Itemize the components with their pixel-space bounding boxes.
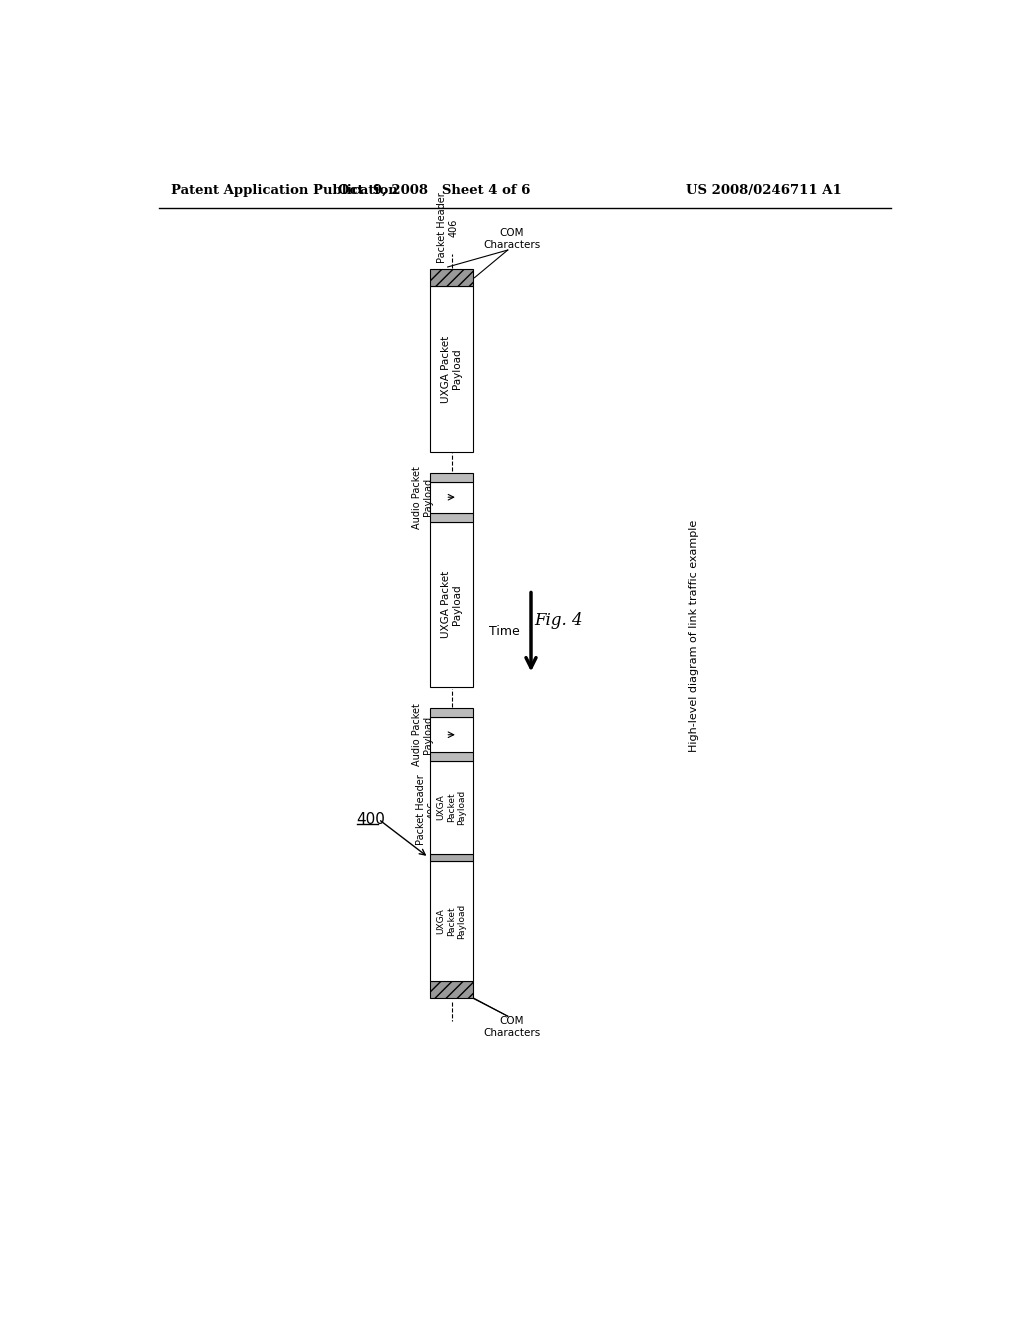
Bar [430,862,473,981]
Bar [430,286,473,451]
Text: UXGA
Packet
Payload: UXGA Packet Payload [436,789,467,825]
Text: Patent Application Publication: Patent Application Publication [171,185,397,197]
Bar [430,512,473,521]
Bar [430,854,473,862]
Bar [430,981,473,998]
Text: UXGA Packet
Payload: UXGA Packet Payload [440,335,463,403]
Text: 400: 400 [356,812,385,826]
Bar [430,718,473,752]
Bar [430,521,473,688]
Text: COM
Characters: COM Characters [483,228,541,249]
Text: Time: Time [488,626,519,639]
Text: UXGA
Packet
Payload: UXGA Packet Payload [436,903,467,939]
Text: Audio Packet
Payload: Audio Packet Payload [412,466,433,528]
Text: COM
Characters: COM Characters [483,1016,541,1038]
Text: Packet Header
406: Packet Header 406 [437,193,459,263]
Text: Audio Packet
Payload: Audio Packet Payload [412,704,433,766]
Text: Fig. 4: Fig. 4 [534,612,583,628]
Text: Packet Header
406: Packet Header 406 [416,775,437,845]
Text: US 2008/0246711 A1: US 2008/0246711 A1 [686,185,842,197]
Bar [430,762,473,854]
Text: Oct. 9, 2008   Sheet 4 of 6: Oct. 9, 2008 Sheet 4 of 6 [338,185,530,197]
Text: UXGA Packet
Payload: UXGA Packet Payload [440,572,463,639]
Bar [430,269,473,286]
Bar [430,708,473,718]
Bar [430,473,473,482]
Bar [430,482,473,512]
Text: High-level diagram of link traffic example: High-level diagram of link traffic examp… [689,520,698,752]
Bar [430,752,473,762]
